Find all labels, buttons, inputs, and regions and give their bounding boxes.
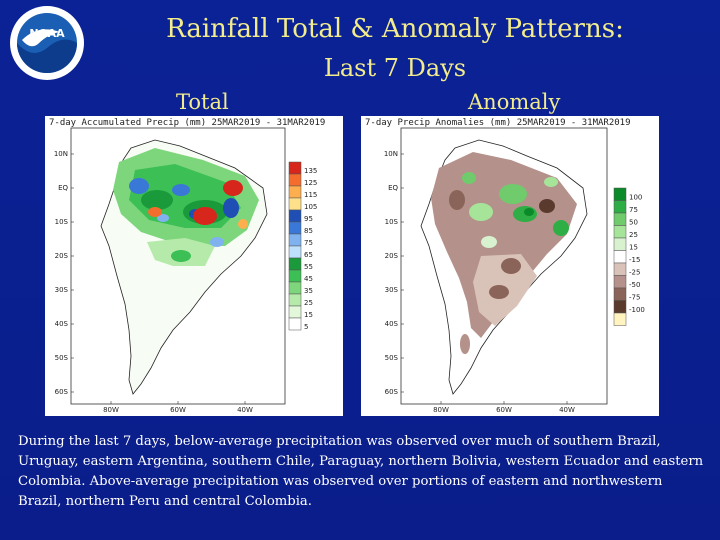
total-lon-ticks: 80W 60W 40W	[103, 401, 253, 414]
total-legend-swatch	[288, 257, 302, 271]
total-legend-swatch	[288, 245, 302, 259]
total-legend-label: 125	[304, 179, 317, 187]
total-map-panel: 7-day Accumulated Precip (mm) 25MAR2019 …	[45, 116, 343, 416]
total-lat-ticks: 10N EQ 10S 20S 30S 40S 50S 60S	[54, 150, 74, 396]
anomaly-map-header: 7-day Precip Anomalies (mm) 25MAR2019 - …	[365, 118, 631, 128]
total-lat-tick-label: 40S	[55, 320, 69, 328]
anomaly-lat-tick-label: 30S	[385, 286, 399, 294]
total-legend-label: 85	[304, 227, 313, 235]
anomaly-legend-swatch	[613, 225, 627, 239]
anomaly-lat-ticks: 10N EQ 10S 20S 30S 40S 50S 60S	[384, 150, 404, 396]
anomaly-legend-swatch	[613, 275, 627, 289]
total-legend-label: 75	[304, 239, 313, 247]
anomaly-lon-tick-label: 40W	[559, 406, 575, 414]
anomaly-legend-swatch	[613, 300, 627, 314]
total-legend-swatch	[288, 293, 302, 307]
total-legend-label: 35	[304, 287, 313, 295]
logo-text: NOAA	[29, 27, 65, 40]
anomaly-legend-label: 50	[629, 219, 638, 227]
total-legend-swatch	[288, 161, 302, 175]
anomaly-label: Anomaly	[468, 90, 561, 114]
total-legend-label: 95	[304, 215, 313, 223]
total-legend-label: 45	[304, 275, 313, 283]
total-lat-tick-label: 10N	[54, 150, 68, 158]
total-lat-tick-label: 20S	[55, 252, 69, 260]
anomaly-map-panel: 7-day Precip Anomalies (mm) 25MAR2019 - …	[361, 116, 659, 416]
total-lon-tick-label: 60W	[170, 406, 186, 414]
caption-text: During the last 7 days, below-average pr…	[18, 434, 704, 509]
anomaly-legend: 100 75 50 25 15 -15 -25 -50 -75 -100	[613, 187, 645, 326]
anomaly-lon-tick-label: 60W	[496, 406, 512, 414]
anomaly-legend-swatch	[613, 287, 627, 301]
anomaly-lat-tick-label: EQ	[388, 184, 398, 192]
anomaly-lon-tick-label: 80W	[433, 406, 449, 414]
anomaly-legend-label: -75	[629, 294, 640, 302]
anomaly-legend-swatch	[613, 237, 627, 251]
total-legend-swatch	[288, 197, 302, 211]
total-rain-pattern	[113, 148, 259, 266]
total-legend-label: 15	[304, 311, 313, 319]
total-legend-swatch	[288, 317, 302, 331]
total-legend-swatch	[288, 209, 302, 223]
anomaly-legend-label: -15	[629, 256, 640, 264]
anomaly-lon-ticks: 80W 60W 40W	[433, 401, 575, 414]
anomaly-legend-label: -50	[629, 281, 640, 289]
total-legend-label: 25	[304, 299, 313, 307]
anomaly-lat-tick-label: 20S	[385, 252, 399, 260]
anomaly-legend-swatch	[613, 212, 627, 226]
anomaly-legend-label: 15	[629, 244, 638, 252]
title-line-2: Last 7 Days	[323, 54, 467, 82]
total-legend-swatch	[288, 281, 302, 295]
anomaly-legend-swatch	[613, 312, 627, 326]
total-lat-tick-label: 50S	[55, 354, 69, 362]
total-map: 7-day Accumulated Precip (mm) 25MAR2019 …	[49, 118, 325, 414]
total-lat-tick-label: 10S	[55, 218, 69, 226]
total-label: Total	[176, 90, 229, 114]
anomaly-legend-swatch	[613, 200, 627, 214]
total-lat-tick-label: 30S	[55, 286, 69, 294]
anomaly-legend-swatch	[613, 187, 627, 201]
noaa-logo: NOAA	[10, 6, 84, 80]
total-legend-swatch	[288, 221, 302, 235]
total-legend-swatch	[288, 305, 302, 319]
total-legend-label: 105	[304, 203, 317, 211]
total-legend-swatch	[288, 173, 302, 187]
anomaly-legend-swatch	[613, 250, 627, 264]
anomaly-pattern	[431, 152, 577, 354]
total-legend-label: 115	[304, 191, 317, 199]
anomaly-lat-tick-label: 60S	[385, 388, 399, 396]
total-legend-swatch	[288, 185, 302, 199]
total-legend-label: 55	[304, 263, 313, 271]
title-line-1: Rainfall Total & Anomaly Patterns:	[166, 14, 624, 44]
anomaly-legend-label: 100	[629, 194, 642, 202]
total-lon-tick-label: 80W	[103, 406, 119, 414]
anomaly-legend-label: 25	[629, 231, 638, 239]
total-lat-tick-label: 60S	[55, 388, 69, 396]
anomaly-lat-tick-label: 10S	[385, 218, 399, 226]
anomaly-lat-tick-label: 10N	[384, 150, 398, 158]
anomaly-legend-label: -100	[629, 306, 645, 314]
total-legend-swatch	[288, 269, 302, 283]
anomaly-legend-swatch	[613, 262, 627, 276]
total-legend-label: 5	[304, 323, 308, 331]
anomaly-legend-label: -25	[629, 269, 640, 277]
total-legend: 135 125 115 105 95 85 75 65 55 45 35 25 15 5	[288, 161, 317, 331]
anomaly-lat-tick-label: 40S	[385, 320, 399, 328]
total-legend-label: 135	[304, 167, 317, 175]
total-legend-swatch	[288, 233, 302, 247]
total-legend-label: 65	[304, 251, 313, 259]
total-lon-tick-label: 40W	[237, 406, 253, 414]
total-lat-tick-label: EQ	[58, 184, 68, 192]
anomaly-legend-label: 75	[629, 206, 638, 214]
anomaly-lat-tick-label: 50S	[385, 354, 399, 362]
total-map-header: 7-day Accumulated Precip (mm) 25MAR2019 …	[49, 118, 325, 128]
anomaly-map: 7-day Precip Anomalies (mm) 25MAR2019 - …	[365, 118, 645, 414]
